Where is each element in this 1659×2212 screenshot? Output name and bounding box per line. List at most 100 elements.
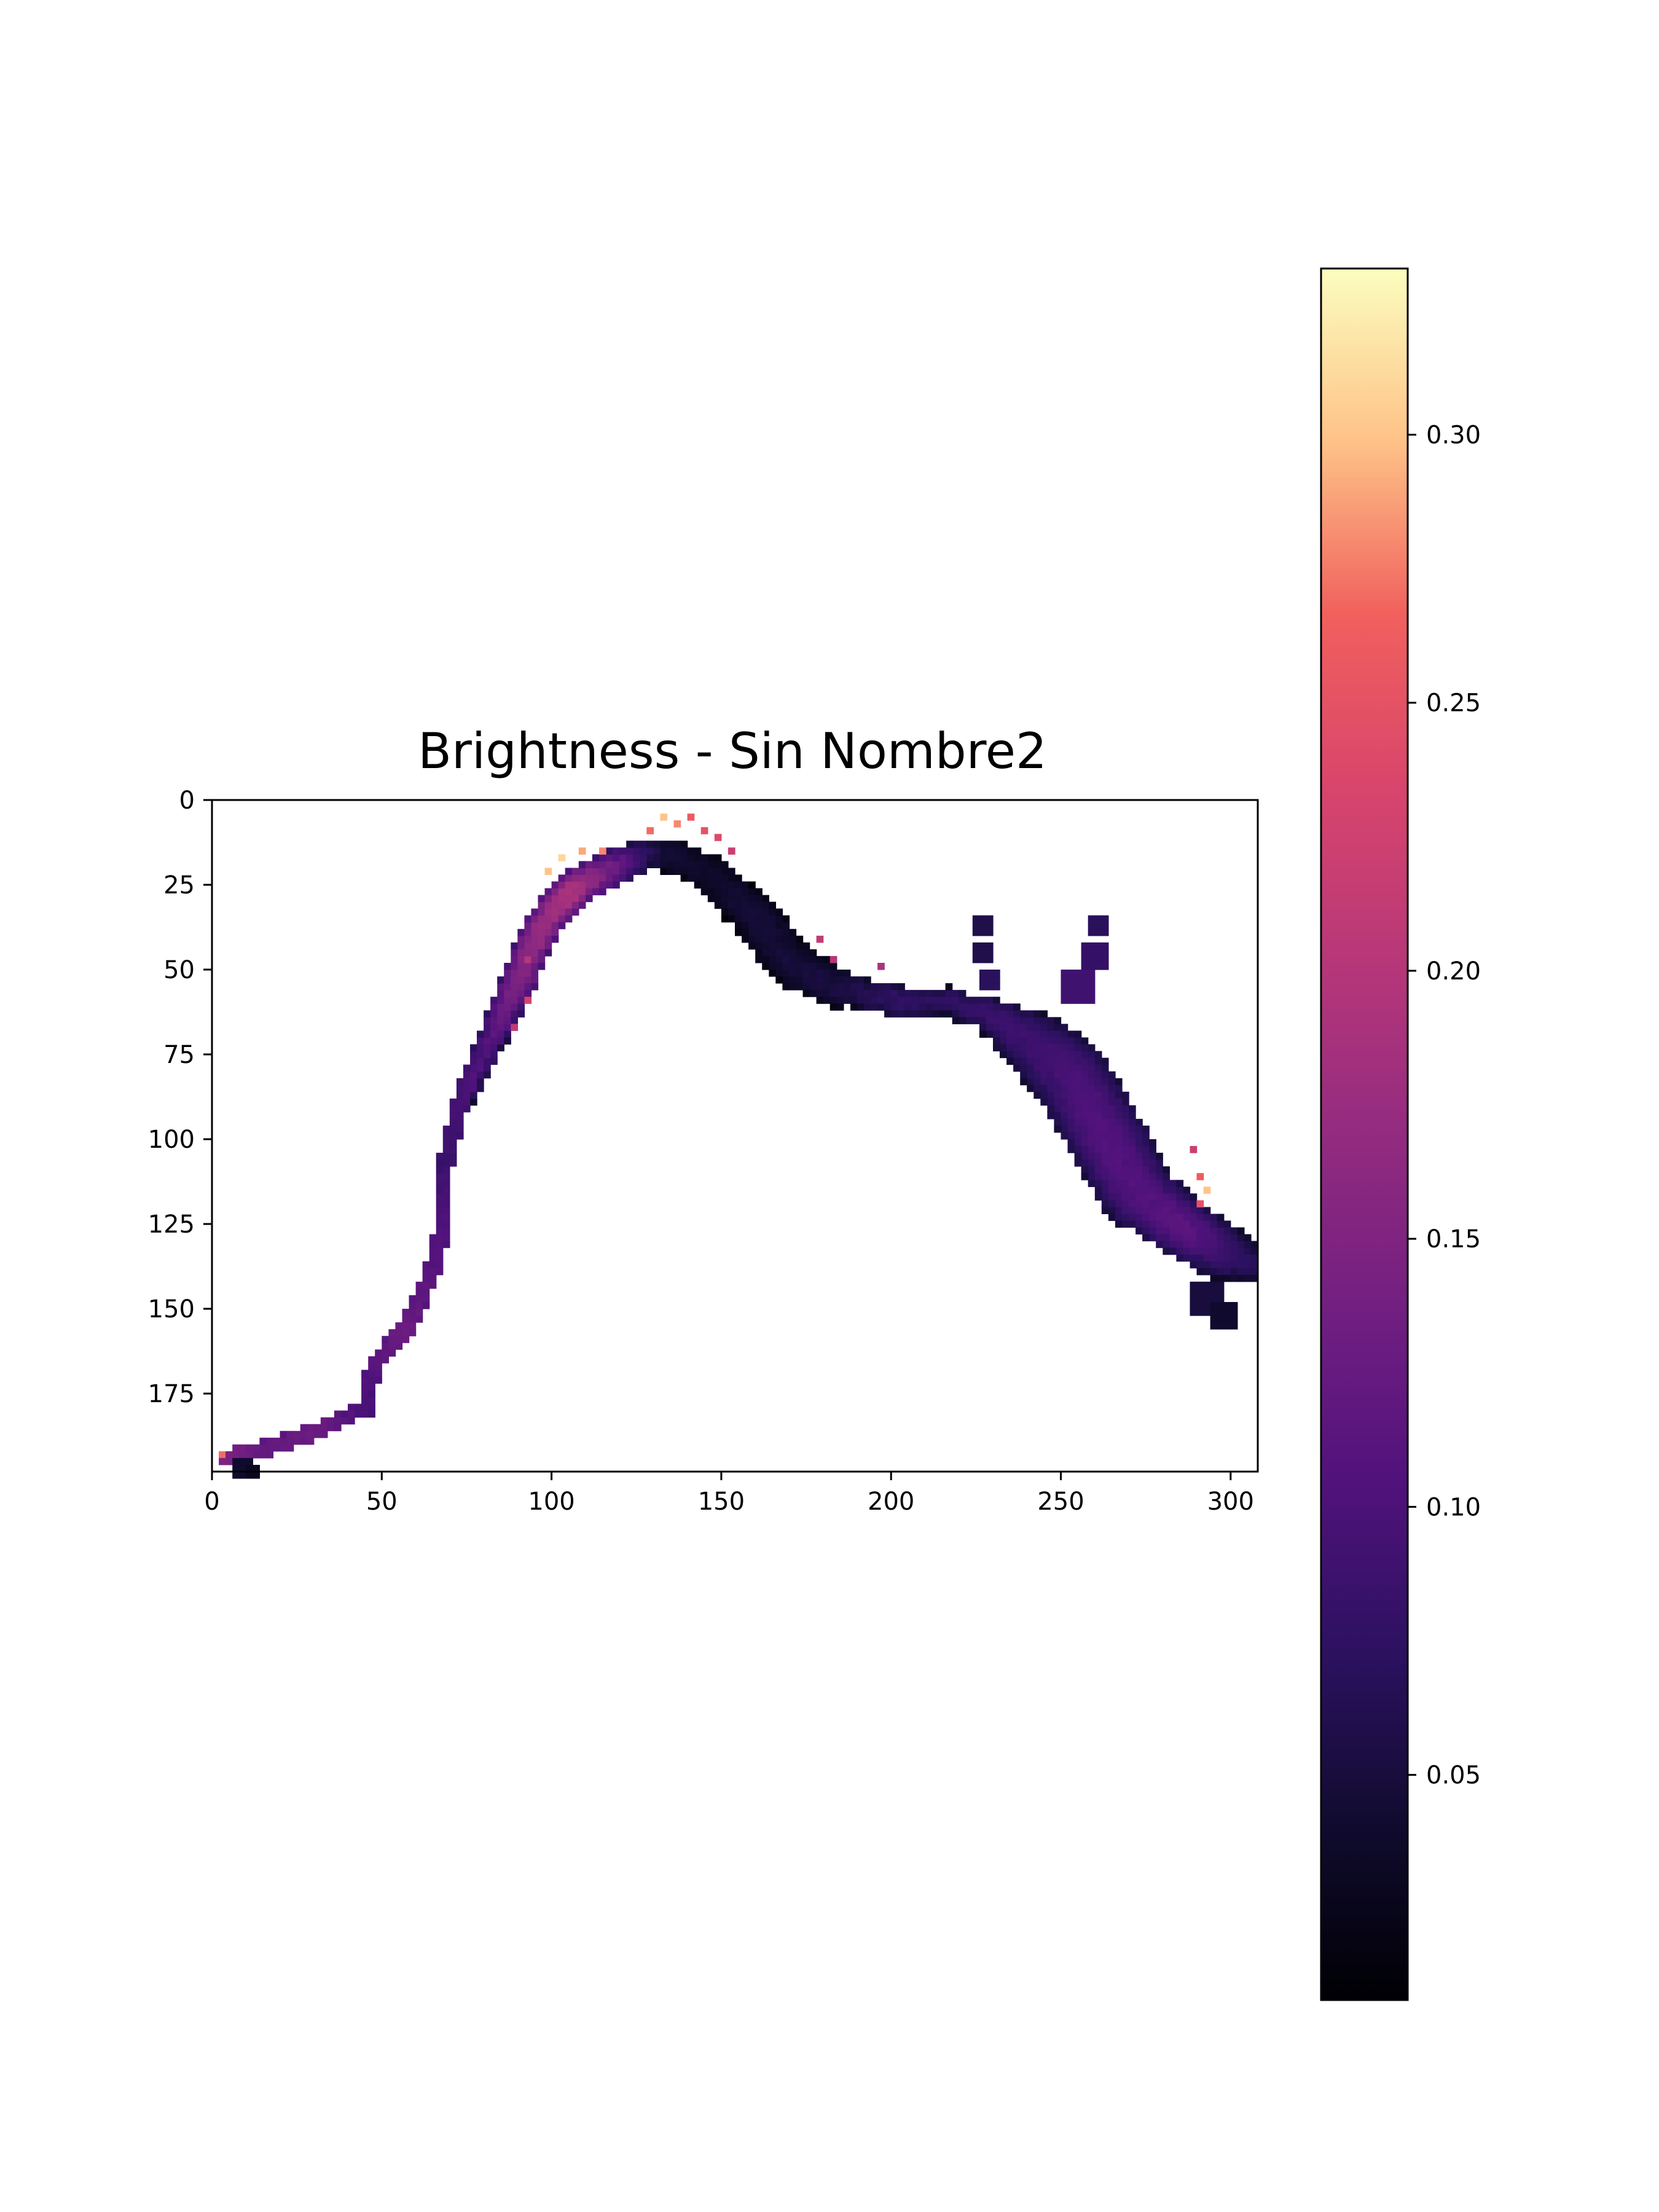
heatmap-cell xyxy=(477,1071,484,1079)
heatmap-cell xyxy=(1033,1037,1041,1045)
heatmap-cell xyxy=(1196,1254,1204,1262)
heatmap-cell xyxy=(1149,1159,1156,1167)
x-tick-label: 100 xyxy=(528,1488,575,1516)
heatmap-cell xyxy=(986,955,994,963)
heatmap-cell xyxy=(232,1465,240,1472)
heatmap-cell xyxy=(775,935,783,943)
heatmap-cell xyxy=(904,997,912,1004)
heatmap-cell xyxy=(1081,1078,1089,1086)
heatmap-cell xyxy=(931,1003,939,1011)
heatmap-cell xyxy=(959,990,967,997)
heatmap-cell xyxy=(1163,1207,1170,1214)
heatmap-cell xyxy=(1135,1139,1143,1147)
heatmap-cell xyxy=(1081,1051,1089,1059)
heatmap-cell xyxy=(368,1363,375,1370)
heatmap-cell xyxy=(1061,1098,1069,1106)
heatmap-cell xyxy=(667,854,675,861)
heatmap-cell xyxy=(1033,1084,1041,1092)
heatmap-cell xyxy=(1088,1146,1096,1153)
heatmap-cell xyxy=(544,942,552,950)
heatmap-cell xyxy=(571,881,579,889)
heatmap-cell xyxy=(544,949,552,957)
heatmap-cell xyxy=(599,854,606,861)
heatmap-cell xyxy=(993,1017,1000,1024)
heatmap-cell xyxy=(449,1105,457,1113)
heatmap-cell xyxy=(449,1132,457,1140)
heatmap-cell xyxy=(762,935,769,943)
heatmap-cell xyxy=(972,942,980,950)
heatmap-cell xyxy=(782,976,790,984)
heatmap-cell xyxy=(687,854,695,861)
heatmap-cell xyxy=(1047,1057,1055,1065)
heatmap-cell xyxy=(1101,915,1109,923)
heatmap-cell xyxy=(538,915,546,923)
heatmap-cell xyxy=(1203,1247,1211,1255)
heatmap-cell xyxy=(1156,1214,1163,1222)
heatmap-cell xyxy=(402,1322,410,1330)
heatmap-cell xyxy=(253,1465,260,1472)
heatmap-cell xyxy=(1142,1166,1150,1174)
heatmap-cell xyxy=(578,847,586,855)
heatmap-cell xyxy=(422,1274,430,1282)
heatmap-cell xyxy=(1067,970,1075,977)
heatmap-cell xyxy=(1122,1105,1129,1113)
heatmap-cell xyxy=(871,1003,878,1011)
heatmap-cell xyxy=(1040,1044,1048,1052)
heatmap-cell xyxy=(449,1146,457,1153)
heatmap-cell xyxy=(959,1010,967,1018)
heatmap-cell xyxy=(531,963,539,970)
heatmap-cell xyxy=(993,1010,1000,1018)
heatmap-cell xyxy=(965,1010,973,1018)
heatmap-cell xyxy=(1156,1234,1163,1242)
heatmap-cell xyxy=(1183,1247,1191,1255)
heatmap-plot-area: 0 50 100 150 200 250 300 0 25 50 75 100 125 150 175 xyxy=(148,786,1259,1516)
heatmap-cell xyxy=(497,1003,504,1011)
heatmap-cell xyxy=(585,861,593,868)
heatmap-cell xyxy=(1169,1241,1177,1249)
heatmap-cell xyxy=(1169,1227,1177,1235)
heatmap-cell xyxy=(1122,1125,1129,1133)
heatmap-cell xyxy=(348,1410,355,1418)
heatmap-cell xyxy=(1020,1071,1027,1079)
heatmap-cell xyxy=(1047,1098,1055,1106)
heatmap-cell xyxy=(775,976,783,984)
heatmap-cell xyxy=(1217,1227,1225,1235)
heatmap-cell xyxy=(673,820,681,828)
heatmap-cell xyxy=(993,1003,1000,1011)
heatmap-cell xyxy=(1047,1091,1055,1099)
heatmap-cell xyxy=(517,928,525,936)
heatmap-cell xyxy=(1169,1214,1177,1222)
heatmap-cell xyxy=(382,1349,389,1357)
heatmap-cell xyxy=(1163,1166,1170,1174)
heatmap-cell xyxy=(728,868,735,875)
heatmap-cell xyxy=(1230,1309,1238,1316)
heatmap-cell xyxy=(694,881,702,889)
heatmap-cell xyxy=(531,935,539,943)
heatmap-cell xyxy=(891,1010,898,1018)
y-tick-label: 0 xyxy=(179,786,195,815)
heatmap-cell xyxy=(1088,976,1096,984)
heatmap-cell xyxy=(1129,1220,1136,1228)
heatmap-cell xyxy=(442,1200,450,1207)
heatmap-cell xyxy=(1217,1241,1225,1249)
heatmap-cell xyxy=(1223,1261,1231,1269)
heatmap-cell xyxy=(565,915,573,923)
heatmap-cell xyxy=(748,928,756,936)
heatmap-cell xyxy=(456,1091,464,1099)
heatmap-cell xyxy=(864,1003,871,1011)
heatmap-cell xyxy=(429,1281,437,1289)
y-tick-label: 175 xyxy=(148,1380,195,1408)
heatmap-cell xyxy=(484,1010,491,1018)
heatmap-cell xyxy=(1169,1247,1177,1255)
heatmap-cell xyxy=(1054,1084,1062,1092)
heatmap-cell xyxy=(938,990,946,997)
heatmap-cell xyxy=(660,814,668,821)
heatmap-cell xyxy=(1081,1159,1089,1167)
heatmap-cell xyxy=(1094,1078,1102,1086)
heatmap-cell xyxy=(511,1003,518,1011)
heatmap-cell xyxy=(592,888,600,896)
heatmap-cell xyxy=(1061,976,1069,984)
heatmap-cell xyxy=(748,888,756,896)
heatmap-cell xyxy=(1217,1247,1225,1255)
heatmap-cell xyxy=(436,1220,444,1228)
